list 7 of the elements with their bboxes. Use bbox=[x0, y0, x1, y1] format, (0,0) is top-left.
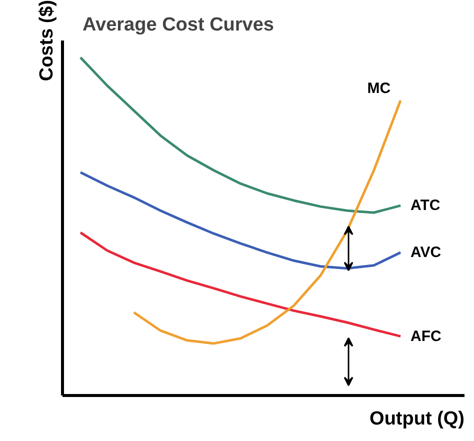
series-label: AFC bbox=[410, 328, 442, 345]
y-axis-title: Costs ($) bbox=[36, 0, 58, 82]
x-axis-title: Output (Q) bbox=[370, 408, 465, 430]
series-label: MC bbox=[367, 80, 391, 97]
series-label: ATC bbox=[410, 197, 440, 214]
series-label: AVC bbox=[410, 244, 442, 262]
chart-title: Average Cost Curves bbox=[82, 14, 274, 36]
